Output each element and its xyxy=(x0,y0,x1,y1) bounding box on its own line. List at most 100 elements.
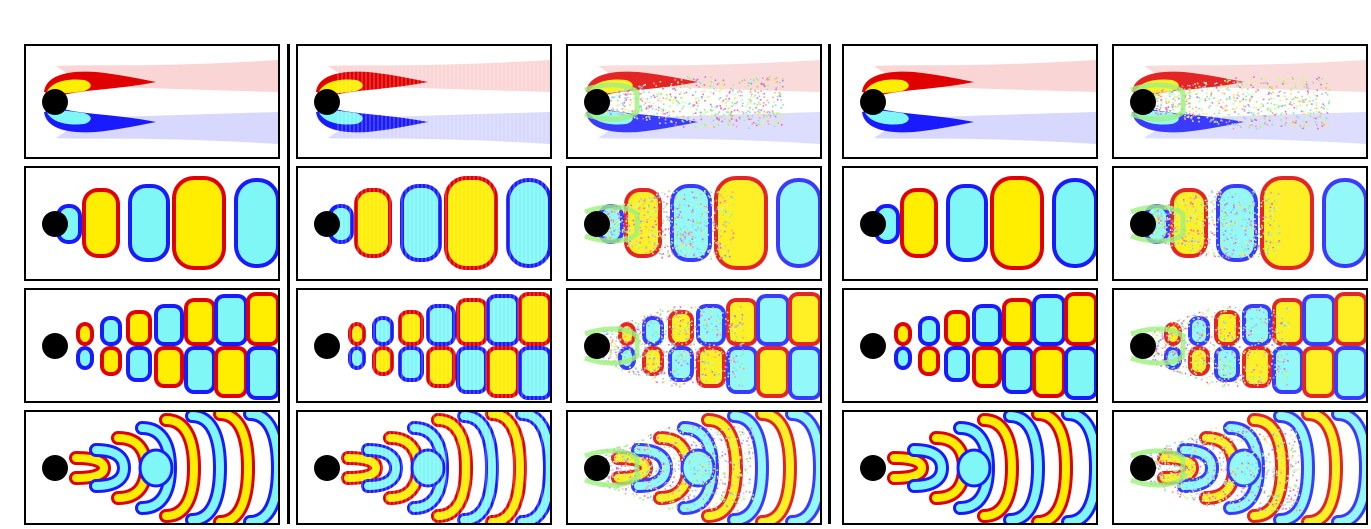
particle xyxy=(671,349,674,351)
particle-cloud xyxy=(584,426,754,512)
particle xyxy=(677,484,680,487)
particle xyxy=(1269,206,1272,209)
particle xyxy=(704,111,707,113)
particle xyxy=(700,203,702,205)
particle xyxy=(649,210,652,213)
panel-row-3-col-1 xyxy=(24,288,280,403)
particle xyxy=(1190,201,1192,204)
particle xyxy=(1171,367,1174,370)
particle xyxy=(667,310,669,313)
particle xyxy=(621,345,623,347)
particle xyxy=(616,468,618,470)
particle xyxy=(707,222,709,224)
particle xyxy=(1199,221,1202,224)
particle xyxy=(1248,218,1251,220)
particle xyxy=(1227,215,1229,217)
particle xyxy=(1233,204,1235,207)
particle xyxy=(712,366,714,369)
particle xyxy=(1226,77,1229,80)
particle xyxy=(1215,237,1218,240)
vorticity-contours xyxy=(887,412,1096,523)
particle xyxy=(1184,118,1186,121)
particle xyxy=(682,431,684,434)
particle xyxy=(1172,103,1175,105)
particle xyxy=(649,250,652,252)
particle xyxy=(649,469,652,472)
particle xyxy=(648,116,651,119)
particle xyxy=(1270,97,1272,100)
particle xyxy=(733,98,736,100)
particle xyxy=(703,109,706,111)
particle xyxy=(743,119,746,122)
particle xyxy=(661,324,663,327)
particle xyxy=(685,232,688,235)
particle xyxy=(701,498,703,501)
particle xyxy=(677,361,680,364)
particle xyxy=(1156,231,1158,234)
particle xyxy=(647,466,649,468)
particle xyxy=(1231,229,1233,231)
particle xyxy=(708,477,711,479)
particle xyxy=(1155,349,1158,351)
particle xyxy=(1264,120,1267,122)
particle xyxy=(660,360,663,363)
particle xyxy=(639,331,642,333)
particle xyxy=(728,479,730,481)
particle xyxy=(1257,89,1259,91)
particle xyxy=(655,471,657,473)
particle xyxy=(671,506,674,509)
particle xyxy=(684,101,687,104)
particle xyxy=(690,509,693,512)
particle xyxy=(727,350,730,353)
particle xyxy=(1229,238,1232,240)
particle xyxy=(1210,119,1212,121)
particle xyxy=(1249,368,1251,370)
particle xyxy=(1325,87,1327,89)
panel-row-4-col-2 xyxy=(296,410,552,525)
particle xyxy=(656,311,659,314)
particle xyxy=(1276,228,1278,230)
flow-field xyxy=(584,176,820,270)
particle xyxy=(647,496,649,499)
particle xyxy=(643,343,646,346)
particle xyxy=(782,77,784,80)
particle xyxy=(1271,202,1273,205)
particle xyxy=(669,484,671,487)
particle xyxy=(688,497,690,500)
particle xyxy=(613,111,616,114)
particle xyxy=(727,448,729,450)
particle xyxy=(1171,93,1173,95)
particle xyxy=(687,116,690,118)
particle xyxy=(623,227,626,229)
particle xyxy=(608,476,610,478)
particle xyxy=(739,322,741,324)
particle xyxy=(625,235,627,237)
particle xyxy=(742,364,744,367)
particle xyxy=(1191,347,1193,350)
particle xyxy=(622,455,625,458)
particle xyxy=(680,79,683,81)
particle xyxy=(1194,83,1196,85)
particle xyxy=(628,244,630,247)
particle xyxy=(739,457,742,460)
particle xyxy=(1161,219,1163,221)
particle xyxy=(672,247,674,249)
particle xyxy=(656,245,659,247)
particle xyxy=(708,346,711,348)
flow-field xyxy=(42,292,278,400)
particle xyxy=(709,83,712,85)
particle xyxy=(616,357,619,359)
particle xyxy=(728,222,730,224)
particle xyxy=(686,222,689,225)
particle xyxy=(631,93,634,96)
particle xyxy=(1192,120,1194,122)
particle xyxy=(1188,343,1191,345)
particle xyxy=(1172,354,1175,356)
particle xyxy=(1251,118,1253,120)
arc-band-6 xyxy=(1006,412,1043,523)
upper-cell-6 xyxy=(490,298,516,342)
particle xyxy=(712,109,714,111)
particle xyxy=(721,196,724,199)
particle xyxy=(1268,380,1271,383)
particle xyxy=(729,354,731,356)
